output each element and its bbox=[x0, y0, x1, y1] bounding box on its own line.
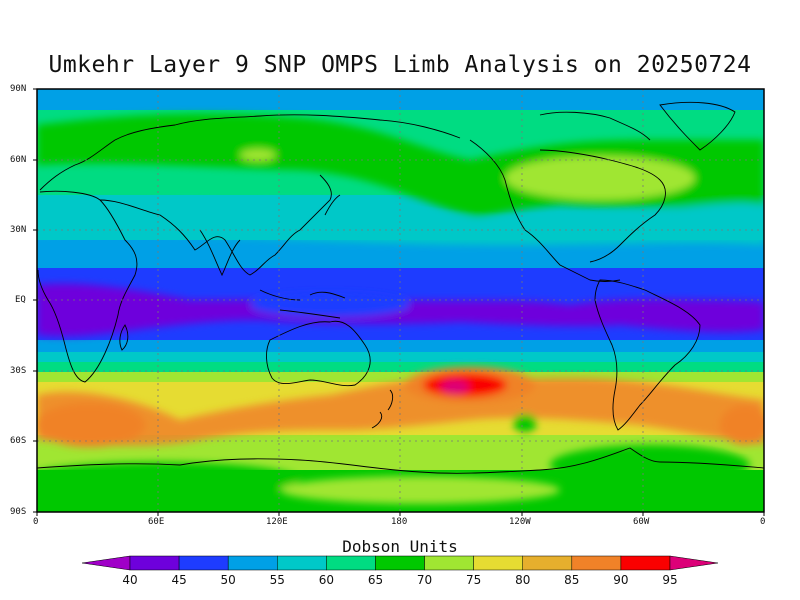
lat-label-60n: 60N bbox=[10, 155, 27, 165]
lat-label-30s: 30S bbox=[10, 366, 27, 376]
colorbar-tick-label: 50 bbox=[221, 573, 236, 587]
colorbar-tick-label: 65 bbox=[368, 573, 383, 587]
lat-label-30n: 30N bbox=[10, 225, 27, 235]
lat-label-60s: 60S bbox=[10, 436, 27, 446]
colorbar-tick-label: 80 bbox=[515, 573, 530, 587]
colorbar-tick-label: 75 bbox=[466, 573, 481, 587]
colorbar-right-arrow bbox=[669, 555, 719, 571]
colorbar-swatch bbox=[227, 555, 278, 571]
lat-label-90s: 90S bbox=[10, 507, 27, 517]
colorbar: 40 45 50 55 60 65 70 75 80 85 90 95 bbox=[81, 555, 719, 587]
colorbar-swatch bbox=[424, 555, 474, 571]
colorbar-swatch bbox=[178, 555, 229, 571]
colorbar-tick-label: 40 bbox=[122, 573, 137, 587]
lon-label-120e: 120E bbox=[266, 517, 288, 527]
ozone-field bbox=[37, 89, 764, 512]
lat-lon-grid bbox=[37, 89, 764, 512]
colorbar-swatch bbox=[375, 555, 425, 571]
lon-label-60w: 60W bbox=[633, 517, 650, 527]
map-title: Umkehr Layer 9 SNP OMPS Limb Analysis on… bbox=[48, 52, 752, 78]
colorbar-tick-label: 45 bbox=[171, 573, 186, 587]
colorbar-swatch bbox=[473, 555, 523, 571]
colorbar-swatch bbox=[277, 555, 327, 571]
colorbar-title: Dobson Units bbox=[342, 537, 458, 556]
lon-label-60e: 60E bbox=[148, 517, 165, 527]
lon-label-0-east: 0 bbox=[760, 517, 766, 527]
colorbar-swatch bbox=[129, 555, 180, 571]
colorbar-tick-label: 60 bbox=[319, 573, 334, 587]
lon-label-120w: 120W bbox=[509, 517, 531, 527]
colorbar-tick-label: 55 bbox=[270, 573, 285, 587]
lat-label-90n: 90N bbox=[10, 84, 27, 94]
colorbar-swatch bbox=[571, 555, 622, 571]
colorbar-tick-label: 70 bbox=[417, 573, 432, 587]
lon-label-180: 180 bbox=[391, 517, 408, 527]
lat-label-eq: EQ bbox=[15, 295, 26, 305]
lon-label-0-west: 0 bbox=[33, 517, 39, 527]
colorbar-tick-label: 85 bbox=[564, 573, 579, 587]
colorbar-left-arrow bbox=[81, 555, 131, 571]
coastlines bbox=[37, 101, 764, 474]
colorbar-swatch bbox=[522, 555, 573, 571]
colorbar-tick-label: 95 bbox=[662, 573, 677, 587]
colorbar-swatch bbox=[326, 555, 376, 571]
colorbar-tick-label: 90 bbox=[613, 573, 628, 587]
colorbar-swatch bbox=[620, 555, 671, 571]
